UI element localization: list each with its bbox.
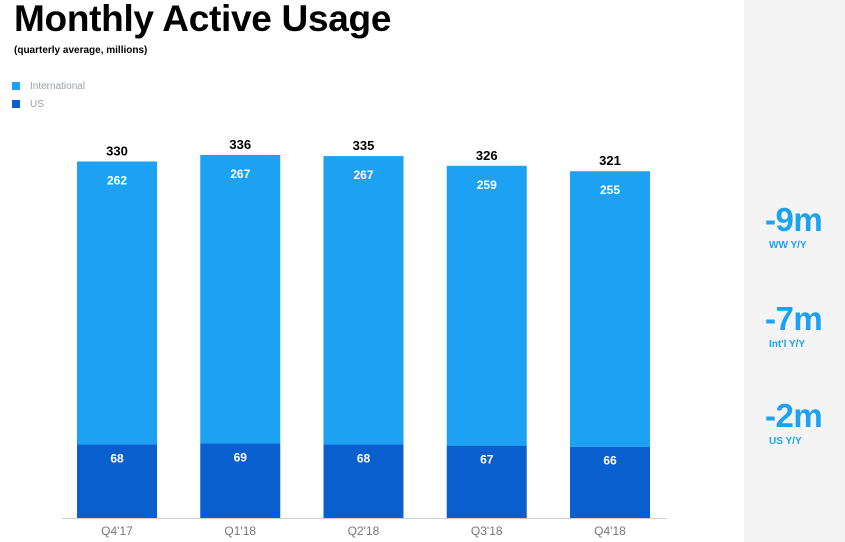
data-label-total: 326: [476, 148, 498, 163]
data-label-total: 335: [353, 138, 375, 153]
x-tick-label: Q1'18: [224, 524, 256, 538]
stat-ww-label: WW Y/Y: [769, 240, 807, 251]
chart-legend: International US: [12, 77, 85, 113]
bar-international: [200, 155, 281, 444]
stat-intl-value: -7m: [765, 300, 823, 337]
legend-swatch-us: [12, 100, 20, 108]
bar-international: [570, 171, 650, 447]
stat-intl: -7m Int'l Y/Y: [765, 300, 823, 350]
page-title: Monthly Active Usage: [14, 0, 392, 39]
data-label-international: 267: [230, 167, 250, 181]
bar-international: [323, 156, 404, 445]
data-label-international: 262: [107, 173, 127, 187]
x-tick-label: Q4'18: [594, 524, 626, 538]
bar-us: [77, 444, 157, 518]
data-label-international: 255: [600, 183, 620, 197]
bar-us: [570, 446, 650, 518]
stat-us-label: US Y/Y: [769, 436, 802, 447]
data-label-total: 336: [229, 137, 251, 152]
x-tick-label: Q2'18: [348, 524, 380, 538]
stat-us-value: -2m: [765, 397, 823, 434]
stat-us: -2m US Y/Y: [765, 397, 823, 447]
bar-international: [77, 161, 157, 445]
bar-us: [323, 444, 404, 518]
bar-us: [200, 443, 281, 518]
data-label-us: 68: [110, 452, 124, 466]
data-label-us: 69: [234, 450, 248, 464]
data-label-international: 259: [477, 178, 497, 192]
data-label-international: 267: [353, 168, 373, 182]
page-subtitle: (quarterly average, millions): [14, 45, 148, 56]
data-label-us: 67: [480, 453, 494, 467]
bar-us: [446, 445, 527, 518]
legend-swatch-international: [12, 82, 20, 90]
data-label-total: 321: [599, 153, 621, 168]
data-label-us: 66: [603, 454, 617, 468]
data-label-total: 330: [106, 143, 128, 158]
data-label-us: 68: [357, 452, 371, 466]
bar-chart: 68 262 330 Q4'17 69 267 336 Q1'18 68 267 335 Q2'18 6…: [62, 137, 667, 538]
legend-item-international: International: [12, 77, 85, 95]
x-tick-label: Q3'18: [471, 524, 503, 538]
bar-international: [446, 165, 527, 446]
stat-intl-label: Int'l Y/Y: [769, 339, 806, 350]
yoy-sidebar: -9m WW Y/Y -7m Int'l Y/Y -2m US Y/Y: [744, 0, 845, 542]
stat-ww-value: -9m: [765, 201, 823, 238]
legend-label-international: International: [30, 80, 86, 92]
legend-item-us: US: [12, 95, 85, 113]
stat-ww: -9m WW Y/Y: [765, 201, 823, 251]
legend-label-us: US: [30, 98, 44, 110]
x-tick-label: Q4'17: [101, 524, 133, 538]
